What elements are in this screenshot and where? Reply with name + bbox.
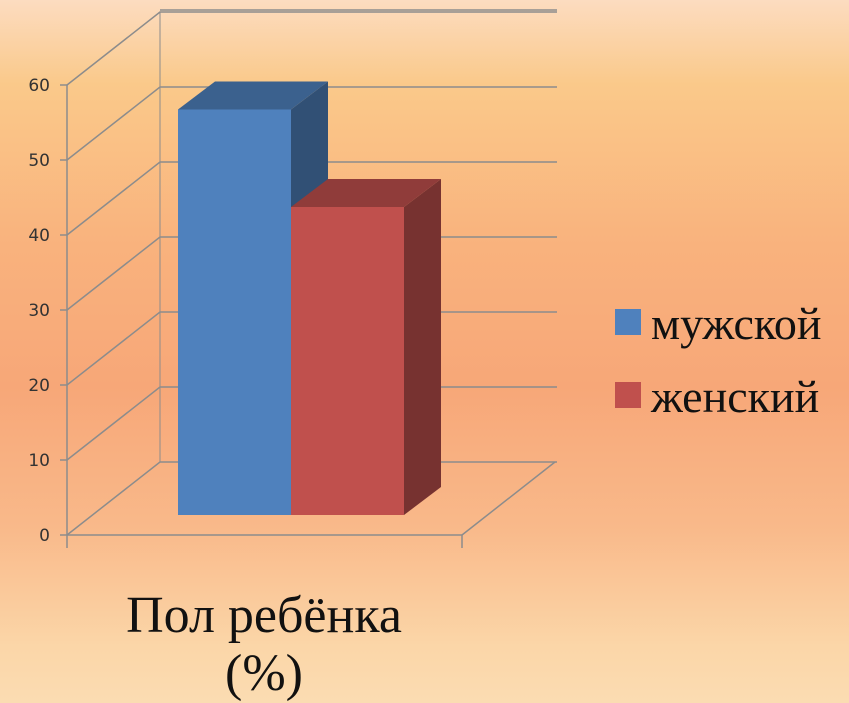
bar-female bbox=[291, 179, 441, 515]
legend-swatch-male bbox=[615, 309, 641, 335]
bar-front-face bbox=[291, 207, 404, 515]
value-axis: 0 10 20 30 40 50 60 bbox=[28, 76, 67, 546]
y-tick-label: 50 bbox=[28, 151, 50, 171]
legend-label-male: мужской bbox=[651, 298, 822, 349]
y-tick-label: 10 bbox=[28, 451, 50, 471]
bar-side-face bbox=[404, 179, 441, 515]
floor-right-edge bbox=[461, 461, 556, 536]
bar-top-face bbox=[178, 81, 328, 110]
y-tick-label: 30 bbox=[28, 301, 50, 321]
y-tick-label: 20 bbox=[28, 376, 50, 396]
legend-label-female: женский bbox=[650, 371, 819, 422]
gridline bbox=[66, 11, 557, 86]
bars bbox=[178, 81, 441, 515]
gridline bbox=[66, 161, 557, 236]
y-tick-label: 60 bbox=[28, 76, 50, 96]
x-axis-unit: (%) bbox=[225, 645, 303, 702]
gridline bbox=[66, 86, 557, 161]
y-tick-label: 40 bbox=[28, 226, 50, 246]
legend: мужской женский bbox=[615, 298, 822, 422]
legend-swatch-female bbox=[615, 382, 641, 408]
bar-front-face bbox=[178, 109, 291, 515]
y-tick-label: 0 bbox=[39, 526, 50, 546]
bar-top-face bbox=[291, 179, 441, 207]
x-axis-title: Пол ребёнка bbox=[126, 587, 402, 644]
